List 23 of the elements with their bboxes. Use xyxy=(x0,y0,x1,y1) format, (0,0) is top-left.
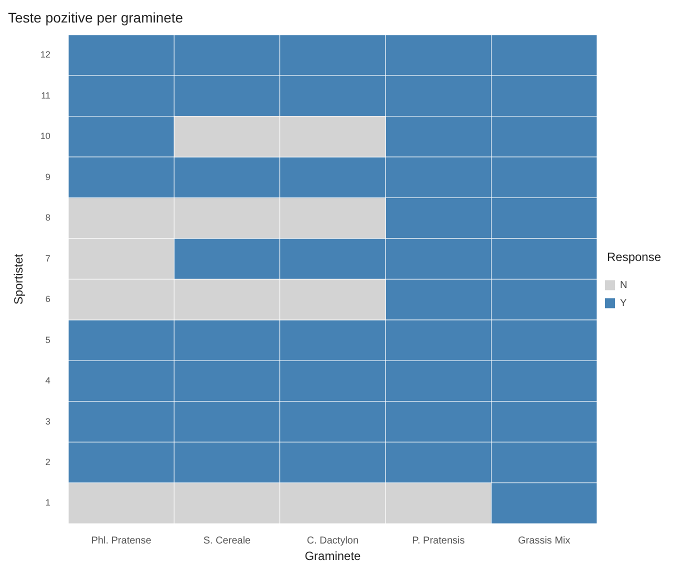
y-tick-label: 4 xyxy=(45,376,50,386)
x-tick-label: S. Cereale xyxy=(203,535,252,546)
y-tick-label: 11 xyxy=(41,90,50,100)
y-tick-label: 1 xyxy=(45,498,50,508)
y-tick-label: 10 xyxy=(40,131,50,142)
legend-title: Response xyxy=(606,250,662,264)
x-tick-label: C. Dactylon xyxy=(306,535,359,546)
y-tick-label: 7 xyxy=(45,253,50,264)
x-tick-label: P. Pratensis xyxy=(412,535,465,546)
x-tick-label: Grassis Mix xyxy=(518,535,570,546)
x-tick-label: Phl. Pratense xyxy=(91,535,152,546)
legend-label: Y xyxy=(620,298,627,309)
y-tick-label: 3 xyxy=(45,416,50,426)
chart-title: Teste pozitive per graminete xyxy=(8,9,184,26)
y-tick-label: 9 xyxy=(45,172,50,182)
y-axis-title: Sportistet xyxy=(12,253,26,305)
y-tick-label: 12 xyxy=(40,50,50,60)
y-tick-label: 8 xyxy=(45,212,50,223)
y-tick-label: 2 xyxy=(45,456,50,467)
y-tick-label: 6 xyxy=(45,294,50,304)
legend-label: N xyxy=(620,280,628,291)
x-axis-title: Graminete xyxy=(304,549,362,564)
y-tick-label: 5 xyxy=(45,334,50,345)
